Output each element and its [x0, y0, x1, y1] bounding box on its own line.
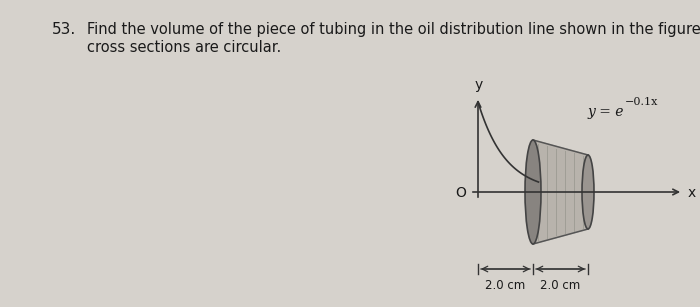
Text: y: y — [475, 78, 483, 92]
Text: Find the volume of the piece of tubing in the oil distribution line shown in the: Find the volume of the piece of tubing i… — [87, 22, 700, 37]
Text: 2.0 cm: 2.0 cm — [485, 279, 526, 292]
Ellipse shape — [525, 140, 541, 244]
Polygon shape — [533, 140, 588, 244]
Ellipse shape — [582, 155, 594, 229]
Text: 53.: 53. — [52, 22, 76, 37]
Text: y = e: y = e — [588, 105, 624, 119]
Text: x: x — [688, 186, 696, 200]
Text: cross sections are circular.: cross sections are circular. — [87, 40, 281, 55]
Text: O: O — [455, 186, 466, 200]
Text: 2.0 cm: 2.0 cm — [540, 279, 580, 292]
Text: −0.1x: −0.1x — [625, 97, 659, 107]
